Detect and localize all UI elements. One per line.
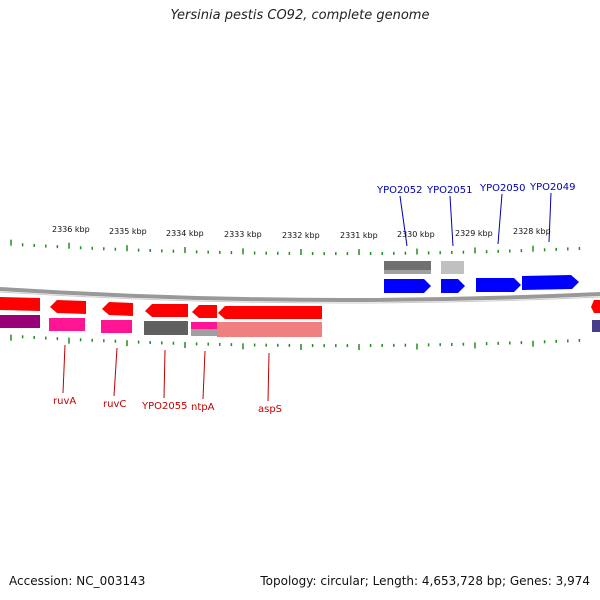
cds-YPO2055[interactable] bbox=[144, 321, 188, 335]
gene-arrow-YPO2051[interactable] bbox=[441, 279, 465, 293]
leader-line bbox=[202, 350, 206, 400]
leader-line bbox=[163, 349, 166, 399]
leader-line bbox=[62, 344, 66, 394]
gene-label-YPO2052[interactable]: YPO2052 bbox=[376, 185, 422, 196]
cds-ntpA-grey[interactable] bbox=[191, 329, 217, 336]
gene-label-YPO2049[interactable]: YPO2049 bbox=[529, 182, 575, 193]
forward-features bbox=[384, 261, 579, 293]
cds-ntpA-pink[interactable] bbox=[191, 322, 217, 329]
gene-arrow-YPO2055[interactable] bbox=[145, 304, 188, 317]
ruler-label: 2331 kbp bbox=[340, 231, 378, 240]
leader-line bbox=[113, 347, 118, 397]
gene-arrow-right-edge[interactable] bbox=[591, 300, 600, 313]
ruler-label: 2332 kbp bbox=[282, 231, 320, 240]
bottom-label-lines bbox=[62, 344, 270, 402]
leader-line bbox=[399, 195, 408, 247]
ruler-label: 2334 kbp bbox=[166, 229, 204, 238]
backbone-arc-inner bbox=[0, 291, 600, 304]
gene-arrow-YPO2050[interactable] bbox=[476, 278, 521, 292]
top-gene-labels: YPO2052 YPO2051 YPO2050 YPO2049 bbox=[376, 182, 575, 196]
top-label-lines bbox=[399, 192, 552, 247]
gene-label-YPO2051[interactable]: YPO2051 bbox=[426, 185, 472, 196]
gene-arrow-ruvC[interactable] bbox=[102, 302, 133, 316]
gene-grey-YPO2051[interactable] bbox=[441, 261, 464, 274]
gene-label-YPO2050[interactable]: YPO2050 bbox=[479, 183, 525, 194]
ruler-label: 2336 kbp bbox=[52, 225, 90, 234]
cds-left-edge[interactable] bbox=[0, 315, 40, 328]
gene-arrow-ntpA[interactable] bbox=[192, 305, 217, 318]
cds-ruvA[interactable] bbox=[49, 318, 85, 331]
gene-shade bbox=[384, 270, 431, 274]
leader-line bbox=[548, 192, 552, 243]
gene-arrow-left-edge[interactable] bbox=[0, 297, 40, 311]
reverse-features bbox=[0, 297, 600, 337]
ruler-labels: 2336 kbp 2335 kbp 2334 kbp 2333 kbp 2332… bbox=[52, 225, 551, 240]
ruler-ticks-top bbox=[10, 239, 581, 256]
gene-arrow-YPO2052[interactable] bbox=[384, 279, 431, 293]
backbone-arc-outer bbox=[0, 287, 600, 302]
leader-line bbox=[497, 193, 503, 245]
leader-line bbox=[267, 352, 270, 402]
map-title: Yersinia pestis CO92, complete genome bbox=[170, 8, 430, 23]
gene-label-ruvC[interactable]: ruvC bbox=[103, 399, 126, 410]
gene-arrow-aspS[interactable] bbox=[218, 306, 322, 319]
ruler-label: 2328 kbp bbox=[513, 227, 551, 236]
ruler-label: 2329 kbp bbox=[455, 229, 493, 238]
cds-aspS[interactable] bbox=[217, 322, 322, 337]
cds-ruvC[interactable] bbox=[101, 320, 132, 333]
accession-label: Accession: NC_003143 bbox=[9, 574, 146, 588]
gene-label-ruvA[interactable]: ruvA bbox=[53, 396, 76, 407]
ruler-ticks-bottom bbox=[10, 334, 581, 351]
leader-line bbox=[449, 195, 454, 247]
gene-arrow-YPO2049[interactable] bbox=[522, 275, 579, 290]
cds-right-edge[interactable] bbox=[592, 320, 600, 332]
ruler-label: 2333 kbp bbox=[224, 230, 262, 239]
genome-summary: Topology: circular; Length: 4,653,728 bp… bbox=[260, 574, 590, 588]
bottom-gene-labels: ruvA ruvC YPO2055 ntpA aspS bbox=[53, 396, 282, 415]
gene-label-ntpA[interactable]: ntpA bbox=[191, 402, 215, 413]
gene-arrow-ruvA[interactable] bbox=[50, 300, 86, 314]
ruler-label: 2335 kbp bbox=[109, 227, 147, 236]
ruler-label: 2330 kbp bbox=[397, 230, 435, 239]
gene-label-YPO2055[interactable]: YPO2055 bbox=[141, 401, 187, 412]
gene-label-aspS[interactable]: aspS bbox=[258, 404, 282, 415]
